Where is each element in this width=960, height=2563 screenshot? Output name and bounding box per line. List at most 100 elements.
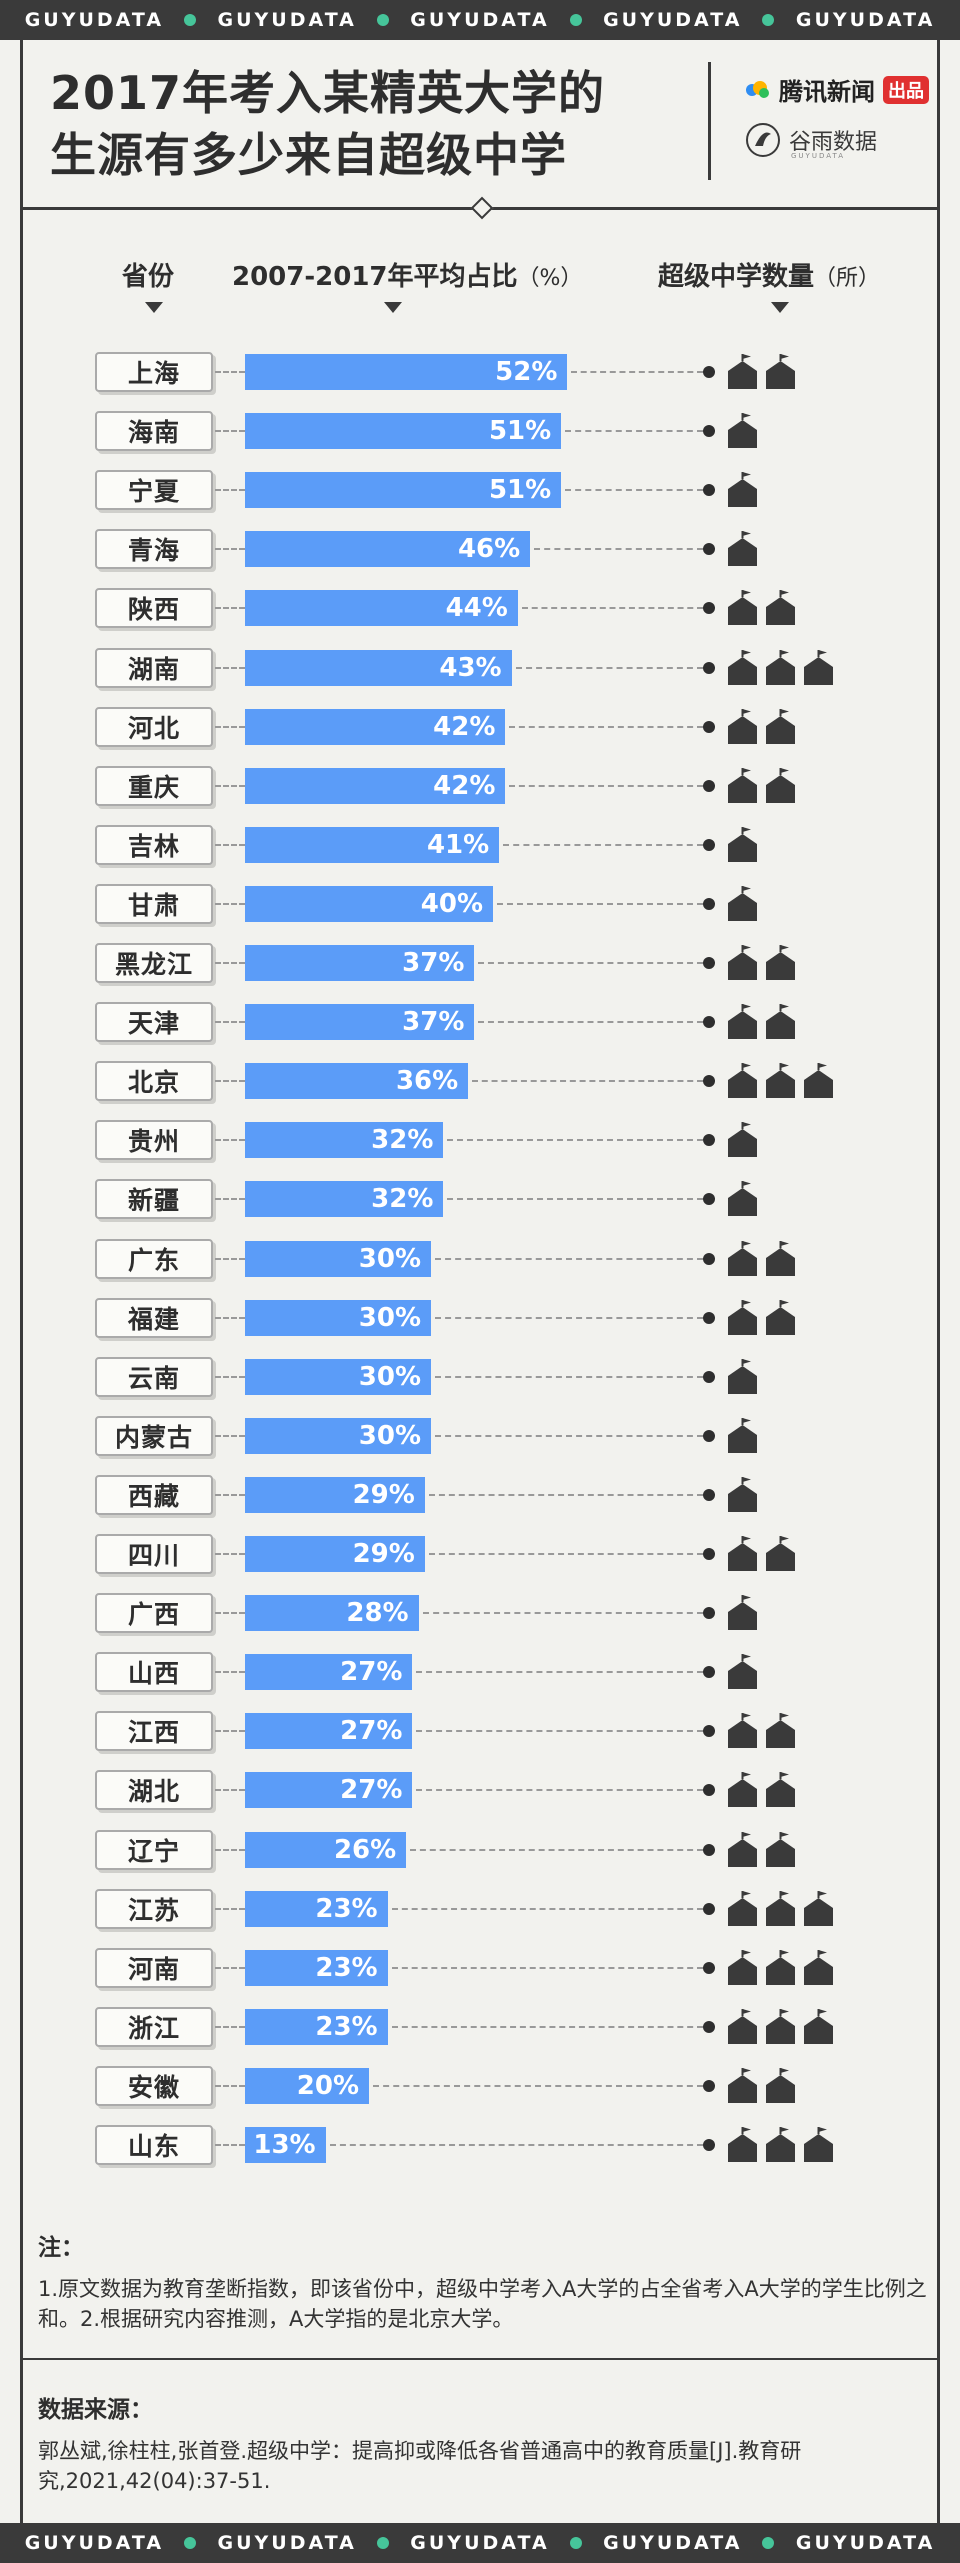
dotted-connector xyxy=(391,2025,703,2028)
brand-band-dot-icon xyxy=(376,14,389,26)
dotted-connector xyxy=(391,1966,703,1969)
brand-band-word: GUYUDATA xyxy=(217,2532,357,2554)
school-building-icon xyxy=(764,589,797,626)
share-bar: 51% xyxy=(245,413,562,450)
dotted-connector xyxy=(410,1848,703,1851)
brand-band-item: GUYUDATA xyxy=(410,2532,582,2554)
connector-dot xyxy=(703,2020,715,2033)
school-building-icon xyxy=(764,708,797,744)
share-value-label: 30% xyxy=(358,1420,421,1451)
chart-row: 广东 30% xyxy=(0,1238,960,1281)
share-bar: 32% xyxy=(245,1181,444,1218)
connector-dot xyxy=(703,720,715,733)
leader-line xyxy=(215,1080,245,1083)
notes-heading: 注： xyxy=(38,2235,84,2261)
share-value-label: 23% xyxy=(315,1893,378,1924)
chart-row: 辽宁 26% xyxy=(0,1829,960,1872)
dotted-connector xyxy=(503,843,703,846)
leader-line xyxy=(215,902,245,905)
chart-row: 安徽 20% xyxy=(0,2065,960,2108)
school-building-icon xyxy=(764,2126,797,2162)
chart-row: 山西 27% xyxy=(0,1652,960,1694)
school-building-icon xyxy=(802,2008,835,2044)
page-title: 2017年考入某精英大学的 生源有多少来自超级中学 xyxy=(50,62,650,186)
chart-row: 河南 23% xyxy=(0,1947,960,1990)
dotted-connector xyxy=(571,371,703,373)
dotted-connector xyxy=(416,1789,703,1792)
school-building-icon xyxy=(726,1358,759,1394)
leader-line xyxy=(215,962,245,964)
connector-dot xyxy=(703,661,715,674)
school-building-icon xyxy=(764,2067,797,2103)
share-bar: 20% xyxy=(245,2067,369,2104)
brand-band-item: GUYUDATA xyxy=(796,2532,935,2554)
leader-line xyxy=(215,1198,245,1201)
school-building-icon xyxy=(726,2067,759,2103)
school-building-icon xyxy=(726,1949,759,1985)
school-building-icon xyxy=(726,471,759,508)
leader-line xyxy=(215,2084,245,2087)
share-bar: 28% xyxy=(245,1595,419,1632)
school-icons xyxy=(726,589,797,626)
share-bar: 40% xyxy=(245,885,493,922)
school-icons xyxy=(726,1949,835,1985)
province-label: 山东 xyxy=(95,2125,213,2165)
school-building-icon xyxy=(726,1062,759,1099)
share-bar: 42% xyxy=(245,767,506,804)
source-text: 郭丛斌,徐柱柱,张首登.超级中学：提高抑或降低各省普通高中的教育质量[J].教育… xyxy=(38,2439,802,2493)
connector-dot xyxy=(703,1134,715,1147)
title-line-1: 2017年考入某精英大学的 xyxy=(50,66,606,120)
leader-line xyxy=(215,1730,245,1733)
header-rule-right xyxy=(490,207,937,210)
leader-line xyxy=(215,1375,245,1378)
connector-dot xyxy=(703,2139,715,2151)
school-building-icon xyxy=(764,1240,797,1276)
school-building-icon xyxy=(764,1831,797,1867)
connector-dot xyxy=(703,1252,715,1265)
school-building-icon xyxy=(726,1299,759,1335)
school-icons xyxy=(726,1594,759,1631)
chart-row: 海南 51% xyxy=(0,411,960,453)
school-building-icon xyxy=(726,1771,759,1808)
share-value-label: 51% xyxy=(488,416,552,447)
share-value-label: 43% xyxy=(439,652,502,683)
connector-dot xyxy=(703,1548,715,1560)
brand-band-item: GUYUDATA xyxy=(217,2532,389,2554)
leader-line xyxy=(215,784,245,787)
dotted-connector xyxy=(509,784,703,787)
title-line-2: 生源有多少来自超级中学 xyxy=(50,128,567,182)
school-icons xyxy=(726,1121,759,1158)
share-bar: 29% xyxy=(245,1476,425,1513)
chart-row: 广西 28% xyxy=(0,1593,960,1635)
share-value-label: 44% xyxy=(445,593,508,624)
brand-band-item: GUYUDATA xyxy=(25,9,197,31)
leader-line xyxy=(215,1021,245,1024)
share-value-label: 46% xyxy=(457,534,521,565)
share-header-label: 2007-2017年平均占比 xyxy=(232,262,518,292)
header-rule-left xyxy=(23,207,474,210)
province-label: 海南 xyxy=(95,411,213,452)
share-bar: 36% xyxy=(245,1063,469,1100)
share-value-label: 32% xyxy=(371,1184,434,1215)
dotted-connector xyxy=(428,1493,703,1496)
school-building-icon xyxy=(726,1712,759,1749)
school-icons xyxy=(726,885,759,921)
share-value-label: 28% xyxy=(346,1598,409,1629)
share-value-label: 23% xyxy=(315,1952,378,1983)
share-value-label: 37% xyxy=(402,948,465,978)
leader-line xyxy=(215,1316,245,1319)
chart-row: 湖北 27% xyxy=(0,1770,960,1812)
school-building-icon xyxy=(726,767,759,803)
leader-line xyxy=(215,725,245,728)
schools-header-unit: （所） xyxy=(814,266,881,291)
school-icons xyxy=(726,1358,759,1394)
school-building-icon xyxy=(764,944,797,980)
connector-dot xyxy=(703,1607,715,1620)
province-header-arrow-icon xyxy=(145,302,163,313)
brand-band-word: GUYUDATA xyxy=(410,2532,550,2554)
school-building-icon xyxy=(726,353,759,389)
province-label: 重庆 xyxy=(95,765,213,806)
dotted-connector xyxy=(478,962,703,964)
share-bar: 44% xyxy=(245,590,518,627)
page-frame xyxy=(20,40,940,2523)
